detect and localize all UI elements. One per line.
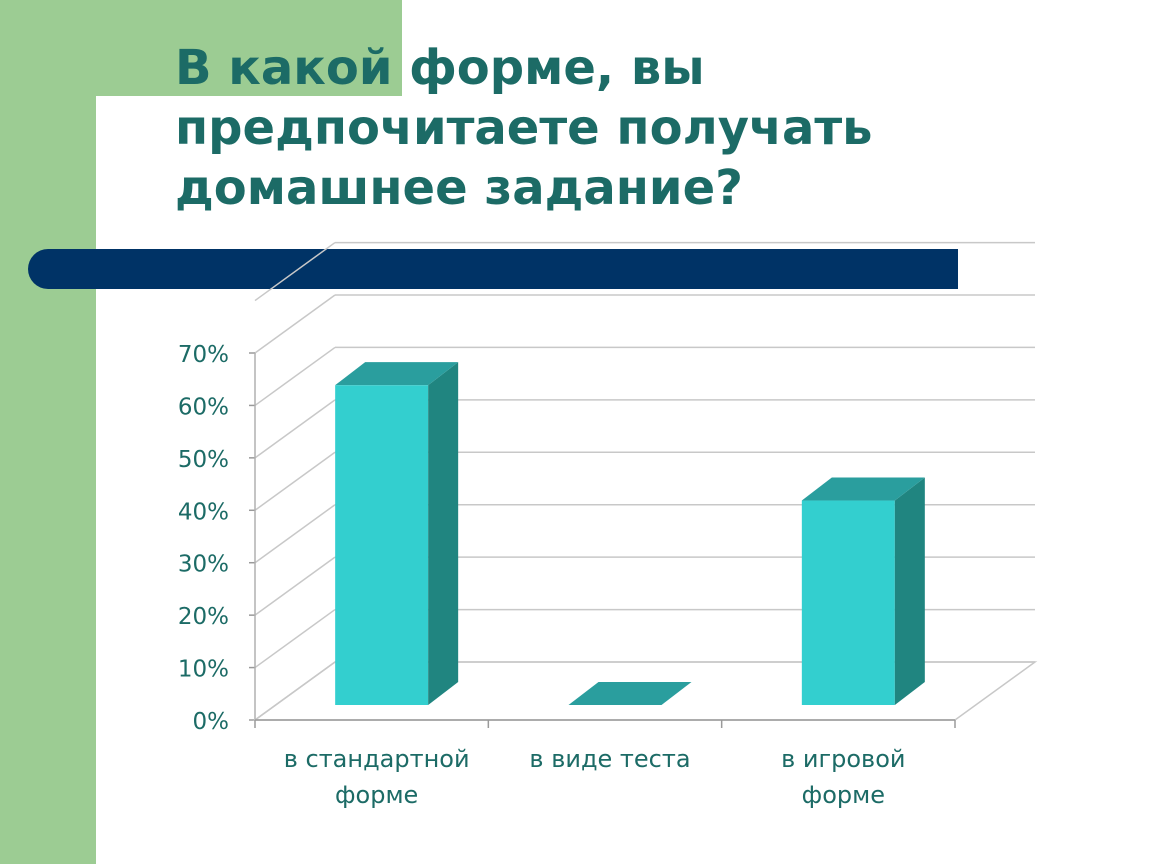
gridline-left-wall — [254, 556, 336, 616]
x-category-label: в виде теста — [529, 745, 690, 773]
y-tick-label: 70% — [178, 342, 229, 368]
x-category-label: форме — [802, 781, 885, 809]
y-tick-label: 20% — [178, 604, 229, 630]
gridline-left-wall — [254, 608, 336, 669]
gridline-left-wall — [254, 241, 336, 302]
gridline-left-wall — [254, 504, 336, 564]
slide-title: В какой форме, вы предпочитаете получать… — [175, 40, 873, 216]
gridline-left-wall — [254, 294, 336, 354]
bar-top — [335, 362, 459, 386]
y-tick-label: 10% — [178, 657, 229, 683]
title-underline-bar — [28, 249, 958, 289]
x-category-label: в игровой — [781, 745, 905, 773]
y-tick-label: 60% — [178, 394, 229, 420]
background-green-stripe — [0, 0, 96, 864]
y-tick-label: 0% — [193, 709, 230, 735]
y-tick-label: 30% — [178, 552, 229, 578]
gridline-left-wall — [254, 451, 336, 511]
bar-top — [801, 477, 925, 501]
bar-front — [335, 385, 429, 705]
bar-side — [428, 362, 459, 705]
gridline-left-wall — [254, 346, 336, 407]
y-tick-label: 40% — [178, 499, 229, 525]
y-tick-label: 50% — [178, 447, 229, 473]
x-category-label: в стандартной — [284, 745, 470, 773]
x-category-label: форме — [335, 781, 418, 809]
bar-side — [894, 477, 925, 705]
bar-front — [801, 500, 895, 705]
background-green-corner — [96, 0, 402, 96]
slide-content-area — [96, 96, 1150, 864]
gridline-left-wall — [254, 399, 336, 459]
bar-top — [568, 682, 692, 705]
